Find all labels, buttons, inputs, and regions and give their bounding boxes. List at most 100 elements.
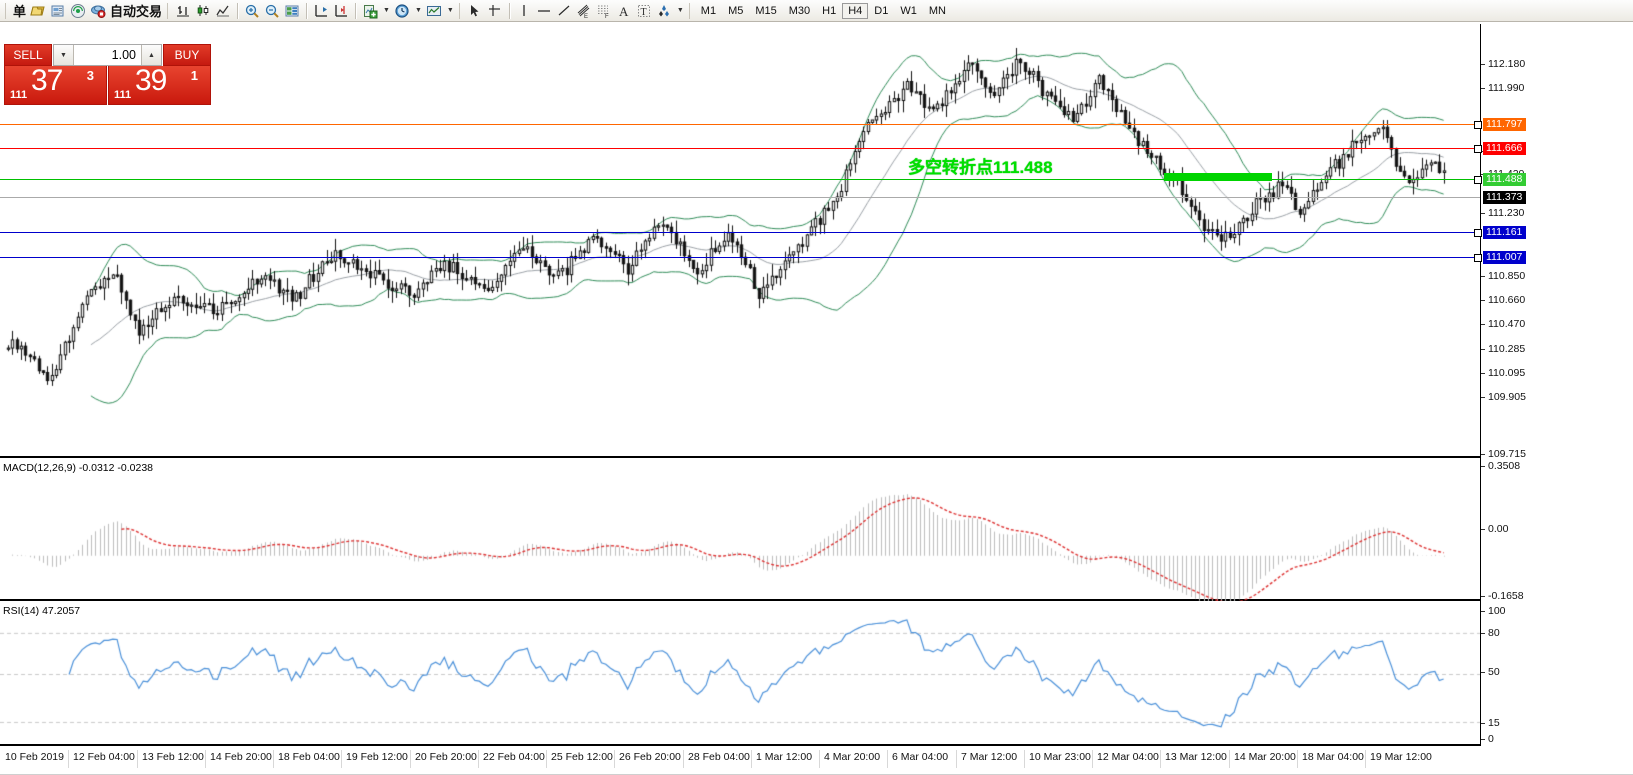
timeframe-m30[interactable]: M30 — [788, 4, 811, 17]
price-line-111797[interactable] — [0, 124, 1480, 125]
macd-pane[interactable] — [0, 460, 1480, 601]
timeframe-h1[interactable]: H1 — [822, 4, 837, 17]
time-tick-label: 10 Feb 2019 — [5, 751, 64, 763]
buy-price-quote[interactable]: 111 39 1 — [108, 64, 211, 105]
equidistant-channel-icon[interactable]: E — [574, 1, 594, 21]
sell-button[interactable]: SELL — [4, 44, 52, 66]
price-tag-111161[interactable]: 111.161 — [1483, 226, 1527, 239]
price-line-111161[interactable] — [0, 232, 1480, 233]
folder-icon[interactable] — [28, 1, 48, 21]
rsi-canvas — [0, 603, 1480, 746]
lot-increase-icon[interactable]: ▲ — [141, 45, 161, 65]
timeframe-m15[interactable]: M15 — [755, 4, 777, 17]
price-tag-111488[interactable]: 111.488 — [1483, 173, 1527, 186]
trendline-icon[interactable] — [554, 1, 574, 21]
auto-scroll-icon[interactable] — [311, 1, 331, 21]
timeframe-m5[interactable]: M5 — [728, 4, 744, 17]
time-tick-sep — [410, 750, 411, 768]
price-line-handle-111666[interactable] — [1474, 145, 1482, 153]
period-clock-icon[interactable] — [392, 1, 412, 21]
autotrade-button[interactable]: 自动交易 — [110, 4, 163, 19]
price-tick-label: 110.095 — [1488, 367, 1526, 379]
price-tag-111666[interactable]: 111.666 — [1483, 142, 1527, 155]
price-tick-label: 109.715 — [1488, 448, 1526, 460]
period-dropdown[interactable]: ▼ — [414, 7, 422, 14]
one-click-trading-panel[interactable]: SELL ▼ 1.00 ▲ BUY 111 37 3 111 39 1 — [4, 44, 211, 105]
toolbar-grip-3[interactable] — [458, 2, 462, 19]
price-line-111666[interactable] — [0, 148, 1480, 149]
time-tick-label: 26 Feb 20:00 — [619, 751, 681, 763]
crosshair-icon[interactable] — [485, 1, 505, 21]
candlestick-chart-icon[interactable] — [193, 1, 213, 21]
price-line-handle-111161[interactable] — [1474, 229, 1482, 237]
menu-label[interactable]: 单 — [13, 4, 27, 19]
buy-price-main: 39 — [135, 64, 167, 97]
cursor-arrow-icon[interactable] — [465, 1, 485, 21]
chart-shift-icon[interactable] — [331, 1, 351, 21]
timeframe-mn[interactable]: MN — [928, 4, 946, 17]
templates-icon[interactable] — [424, 1, 444, 21]
timeframe-w1[interactable]: W1 — [900, 4, 917, 17]
time-tick-sep — [1229, 750, 1230, 768]
expert-advisor-icon[interactable] — [88, 1, 108, 21]
rsi-pane[interactable] — [0, 603, 1480, 746]
bar-chart-icon[interactable] — [173, 1, 193, 21]
time-tick-sep — [1297, 750, 1298, 768]
add-indicator-dropdown[interactable]: ▼ — [383, 7, 390, 14]
timeframe-d1[interactable]: D1 — [874, 4, 889, 17]
price-tag-111797[interactable]: 111.797 — [1483, 118, 1527, 131]
price-tag-111007[interactable]: 111.007 — [1483, 251, 1527, 264]
price-line-handle-111488[interactable] — [1474, 176, 1482, 184]
price-chart-pane[interactable]: 多空转折点111.488 — [0, 24, 1482, 458]
news-icon[interactable] — [48, 1, 68, 21]
time-tick-sep — [68, 750, 69, 768]
vertical-line-icon[interactable] — [514, 1, 534, 21]
buy-button[interactable]: BUY — [163, 44, 211, 66]
horizontal-line-icon[interactable] — [534, 1, 554, 21]
sell-price-quote[interactable]: 111 37 3 — [4, 64, 107, 105]
zoom-out-icon[interactable] — [262, 1, 282, 21]
add-indicator-icon[interactable] — [360, 1, 380, 21]
price-axis[interactable]: 112.180111.990111.610111.420111.230110.8… — [1481, 24, 1633, 460]
tile-windows-icon[interactable] — [282, 1, 302, 21]
zoom-in-icon[interactable] — [242, 1, 262, 21]
timeframe-m1[interactable]: M1 — [700, 4, 717, 17]
svg-text:T: T — [640, 7, 646, 18]
time-tick-label: 12 Mar 04:00 — [1097, 751, 1159, 763]
line-chart-icon[interactable] — [213, 1, 233, 21]
price-tag-111373[interactable]: 111.373 — [1483, 191, 1527, 204]
price-tick-label: 111.990 — [1488, 82, 1525, 94]
shapes-dropdown[interactable]: ▼ — [676, 7, 684, 14]
support-zone-highlight[interactable] — [1164, 173, 1272, 181]
price-line-111488[interactable] — [0, 179, 1480, 180]
price-line-111007[interactable] — [0, 257, 1480, 258]
time-tick-label: 28 Feb 04:00 — [688, 751, 750, 763]
time-axis[interactable]: 10 Feb 2019 12 Feb 04:00 13 Feb 12:00 14 Fe… — [0, 748, 1633, 775]
text-label-icon[interactable]: T — [634, 1, 654, 21]
timeframe-h4[interactable]: H4 — [842, 2, 869, 19]
toolbar-grip[interactable] — [5, 2, 8, 19]
svg-text:E: E — [584, 14, 588, 19]
price-line-handle-111007[interactable] — [1474, 254, 1482, 262]
macd-tickmark — [1481, 466, 1485, 467]
macd-tick-label: 0.00 — [1488, 523, 1509, 535]
broadcast-icon[interactable] — [68, 1, 88, 21]
templates-dropdown[interactable]: ▼ — [446, 7, 454, 14]
time-tick-label: 14 Feb 20:00 — [210, 751, 272, 763]
shapes-icon[interactable] — [654, 1, 674, 21]
lot-decrease-icon[interactable]: ▼ — [54, 45, 74, 65]
rsi-tickmark — [1481, 723, 1485, 724]
time-tick-sep — [956, 750, 957, 768]
price-line-handle-111797[interactable] — [1474, 121, 1482, 129]
chart-annotation-text[interactable]: 多空转折点111.488 — [908, 158, 1053, 177]
text-tool-icon[interactable]: A — [614, 1, 634, 21]
lot-size-stepper[interactable]: ▼ 1.00 ▲ — [53, 44, 162, 66]
rsi-tick-label: 100 — [1488, 605, 1506, 617]
axis-separator — [1480, 24, 1481, 746]
toolbar-grip-4[interactable] — [688, 2, 692, 19]
rsi-tick-label: 15 — [1488, 717, 1500, 729]
fibonacci-icon[interactable]: F — [594, 1, 614, 21]
toolbar-grip-2[interactable] — [167, 2, 171, 19]
lot-size-input[interactable]: 1.00 — [111, 48, 136, 62]
